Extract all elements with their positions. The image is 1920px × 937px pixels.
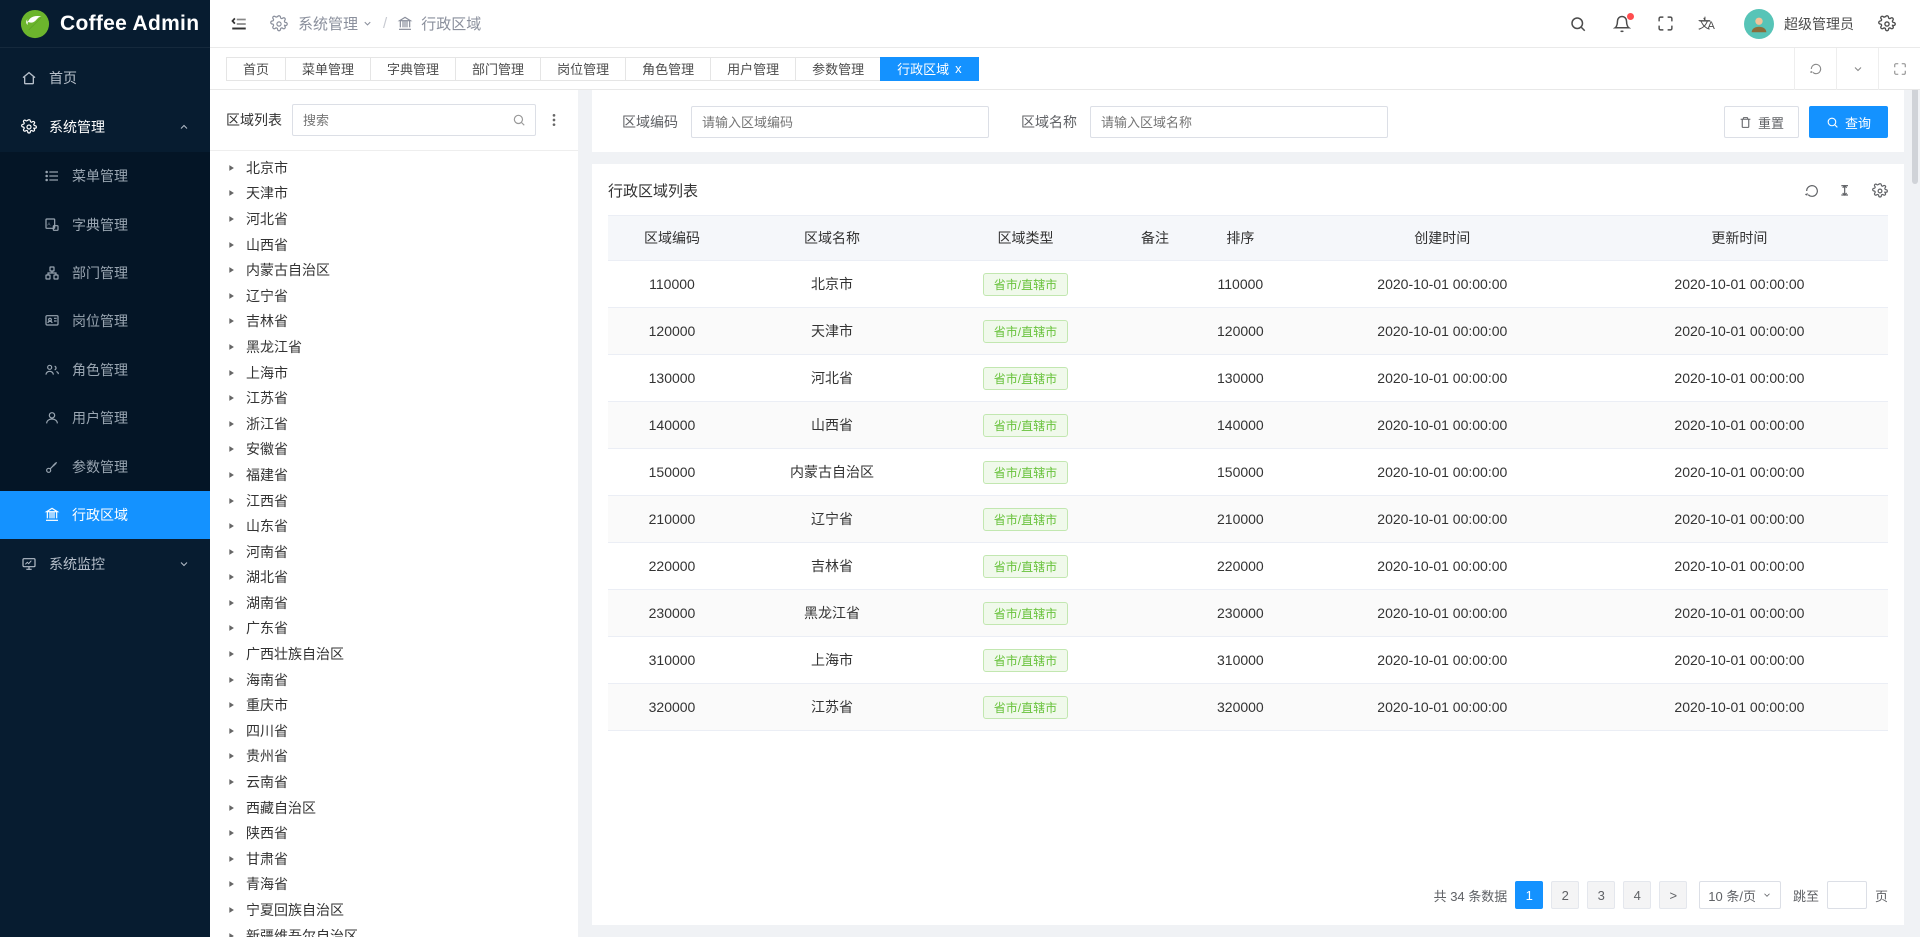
svg-text:A: A (1708, 20, 1716, 32)
svg-text:A: A (47, 221, 51, 226)
